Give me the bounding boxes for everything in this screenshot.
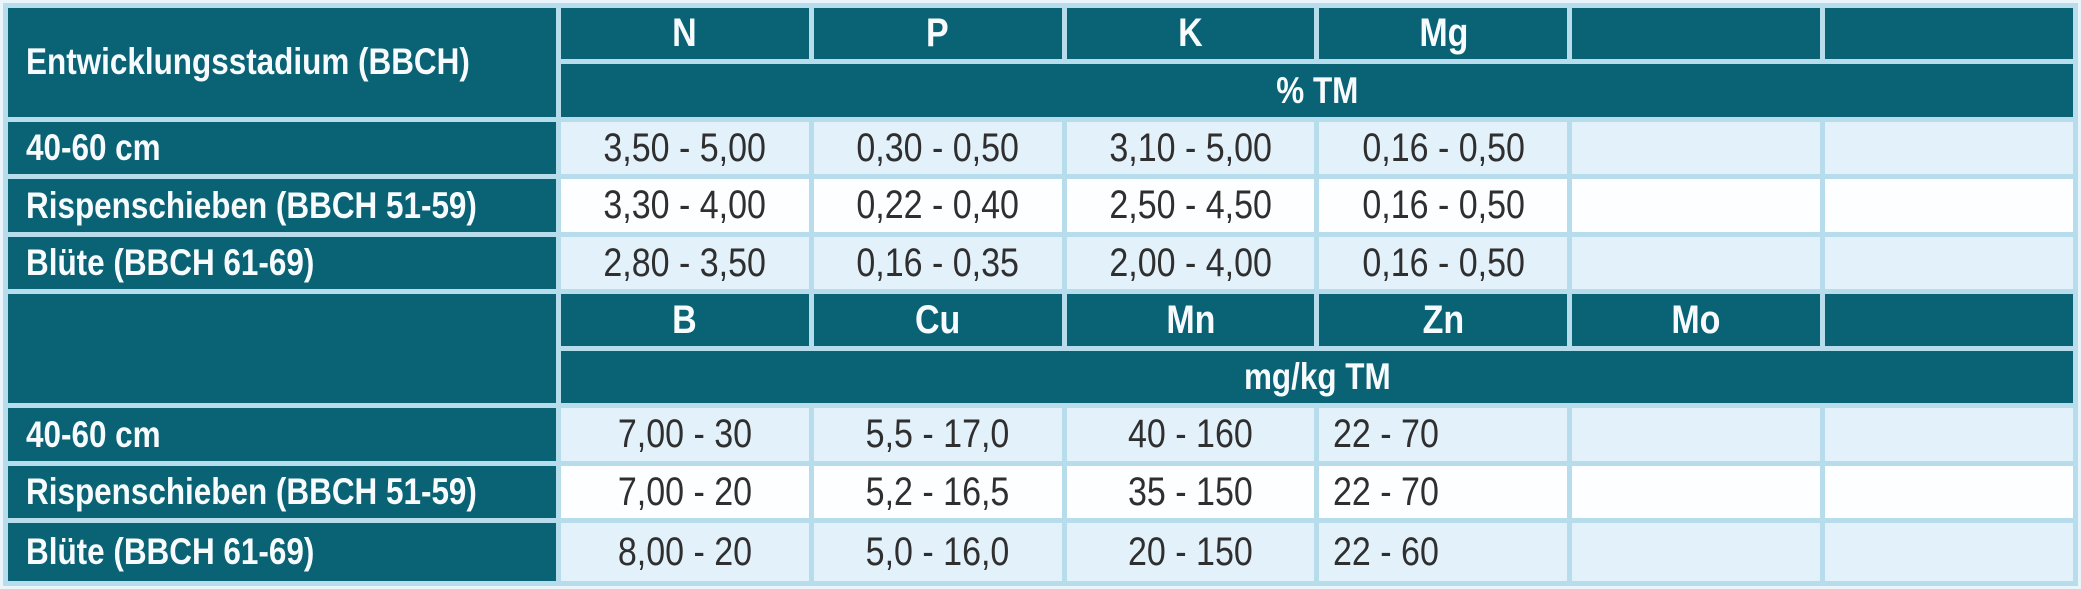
table-row: Rispenschieben (BBCH 51-59) 7,00 - 20 5,… bbox=[8, 465, 2073, 519]
column-header-p: P bbox=[813, 8, 1062, 60]
data-cell: 3,10 - 5,00 bbox=[1066, 121, 1315, 175]
data-cell-empty bbox=[1572, 179, 1821, 232]
data-cell-empty bbox=[1825, 408, 2073, 461]
data-cell: 7,00 - 30 bbox=[561, 408, 809, 461]
row-label-cell: Rispenschieben (BBCH 51-59) bbox=[8, 179, 556, 232]
data-cell: 5,0 - 16,0 bbox=[813, 523, 1062, 581]
column-header-n: N bbox=[561, 8, 809, 60]
corner-header-cell: Entwicklungsstadium (BBCH) bbox=[8, 8, 556, 117]
row-label-cell: Blüte (BBCH 61-69) bbox=[8, 523, 556, 581]
column-header-mg: Mg bbox=[1319, 8, 1568, 60]
data-cell: 35 - 150 bbox=[1066, 465, 1315, 519]
data-cell: 8,00 - 20 bbox=[561, 523, 809, 581]
data-cell: 5,2 - 16,5 bbox=[813, 465, 1062, 519]
unit-cell-mgkg-tm: mg/kg TM bbox=[561, 350, 2073, 404]
section1-header-row: Entwicklungsstadium (BBCH) N P K Mg bbox=[8, 8, 2073, 117]
section2-unit-row: mg/kg TM bbox=[8, 350, 2073, 404]
column-header-cu: Cu bbox=[813, 294, 1062, 346]
data-cell-empty bbox=[1572, 236, 1821, 290]
data-cell: 2,80 - 3,50 bbox=[561, 236, 809, 290]
table-row: Blüte (BBCH 61-69) 2,80 - 3,50 0,16 - 0,… bbox=[8, 236, 2073, 290]
column-header-zn: Zn bbox=[1319, 294, 1568, 346]
data-cell-empty bbox=[1572, 121, 1821, 175]
table-row: 40-60 cm 3,50 - 5,00 0,30 - 0,50 3,10 - … bbox=[8, 121, 2073, 175]
data-cell: 22 - 60 bbox=[1319, 523, 1568, 581]
data-cell-empty bbox=[1825, 121, 2073, 175]
data-cell: 20 - 150 bbox=[1066, 523, 1315, 581]
column-header-mn: Mn bbox=[1066, 294, 1315, 346]
unit-label: % TM bbox=[1275, 69, 1359, 111]
column-header-b: B bbox=[561, 294, 809, 346]
data-cell: 5,5 - 17,0 bbox=[813, 408, 1062, 461]
table-row: Rispenschieben (BBCH 51-59) 3,30 - 4,00 … bbox=[8, 179, 2073, 232]
table-row: 40-60 cm 7,00 - 30 5,5 - 17,0 40 - 160 2… bbox=[8, 408, 2073, 461]
data-cell-empty bbox=[1825, 523, 2073, 581]
data-cell: 3,50 - 5,00 bbox=[561, 121, 809, 175]
data-cell: 2,50 - 4,50 bbox=[1066, 179, 1315, 232]
row-label-cell: 40-60 cm bbox=[8, 408, 556, 461]
unit-cell-percent-tm: % TM bbox=[561, 64, 2073, 117]
corner-header-label: Entwicklungsstadium (BBCH) bbox=[26, 41, 470, 83]
nutrient-range-table: Entwicklungsstadium (BBCH) N P K Mg % TM… bbox=[3, 3, 2078, 586]
data-cell: 2,00 - 4,00 bbox=[1066, 236, 1315, 290]
unit-label: mg/kg TM bbox=[1243, 356, 1391, 398]
data-cell: 22 - 70 bbox=[1319, 408, 1568, 461]
corner-empty-cell bbox=[8, 294, 556, 404]
data-cell: 0,16 - 0,50 bbox=[1319, 121, 1568, 175]
data-cell-empty bbox=[1825, 236, 2073, 290]
column-header-mo: Mo bbox=[1572, 294, 1821, 346]
table-row: Blüte (BBCH 61-69) 8,00 - 20 5,0 - 16,0 … bbox=[8, 523, 2073, 581]
data-cell-empty bbox=[1825, 465, 2073, 519]
data-cell-empty bbox=[1572, 523, 1821, 581]
data-cell-empty bbox=[1572, 465, 1821, 519]
column-header-empty-1 bbox=[1572, 8, 1821, 60]
column-header-k: K bbox=[1066, 8, 1315, 60]
data-cell: 22 - 70 bbox=[1319, 465, 1568, 519]
section1-unit-row: % TM bbox=[8, 64, 2073, 117]
data-cell-empty bbox=[1572, 408, 1821, 461]
data-cell: 0,16 - 0,50 bbox=[1319, 236, 1568, 290]
data-cell: 0,22 - 0,40 bbox=[813, 179, 1062, 232]
data-cell: 7,00 - 20 bbox=[561, 465, 809, 519]
column-header-empty-2 bbox=[1825, 8, 2073, 60]
data-cell: 0,16 - 0,50 bbox=[1319, 179, 1568, 232]
row-label-cell: Blüte (BBCH 61-69) bbox=[8, 236, 556, 290]
row-label-cell: Rispenschieben (BBCH 51-59) bbox=[8, 465, 556, 519]
data-cell: 40 - 160 bbox=[1066, 408, 1315, 461]
data-cell-empty bbox=[1825, 179, 2073, 232]
data-cell: 0,16 - 0,35 bbox=[813, 236, 1062, 290]
row-label-cell: 40-60 cm bbox=[8, 121, 556, 175]
data-cell: 0,30 - 0,50 bbox=[813, 121, 1062, 175]
section2-header-row: B Cu Mn Zn Mo bbox=[8, 294, 2073, 404]
data-cell: 3,30 - 4,00 bbox=[561, 179, 809, 232]
column-header-empty-3 bbox=[1825, 294, 2073, 346]
